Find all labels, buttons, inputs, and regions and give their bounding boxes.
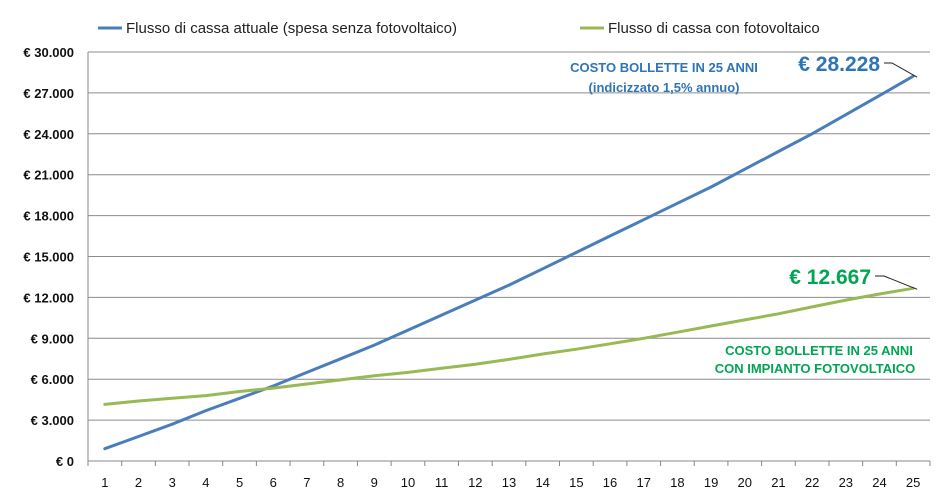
y-tick-label: € 30.000	[23, 45, 74, 60]
series-line-1	[103, 286, 915, 406]
x-tick-label: 25	[906, 475, 920, 490]
y-tick-label: € 0	[56, 454, 74, 469]
green-total-value: € 12.667	[789, 266, 871, 289]
series-line-0	[103, 74, 915, 451]
green-annotation-subtitle: CON IMPIANTO FOTOVOLTAICO	[715, 361, 916, 376]
x-tick-label: 19	[704, 475, 718, 490]
x-tick-label: 5	[236, 475, 243, 490]
x-tick-label: 12	[468, 475, 482, 490]
x-tick-label: 17	[636, 475, 650, 490]
series-layer	[103, 74, 915, 451]
y-tick-label: € 21.000	[23, 168, 74, 183]
grid-layer	[88, 51, 930, 462]
y-tick-label: € 3.000	[31, 413, 74, 428]
x-tick-label: 4	[202, 475, 209, 490]
x-tick-label: 7	[303, 475, 310, 490]
y-tick-label: € 6.000	[31, 372, 74, 387]
blue-annotation-subtitle: (indicizzato 1,5% annuo)	[589, 80, 740, 95]
x-tick-label: 3	[169, 475, 176, 490]
blue-total-value: € 28.228	[798, 53, 880, 76]
x-tick-label: 14	[535, 475, 549, 490]
x-tick-label: 13	[502, 475, 516, 490]
axis-layer: € 0 € 3.000 € 6.000 € 9.000 € 12.000 € 15.000…	[23, 45, 931, 490]
legend: Flusso di cassa attuale (spesa senza fot…	[98, 20, 820, 37]
x-tick-label: 18	[670, 475, 684, 490]
x-tick-label: 6	[270, 475, 277, 490]
y-tick-label: € 12.000	[23, 290, 74, 305]
y-tick-label: € 15.000	[23, 250, 74, 265]
x-tick-label: 22	[805, 475, 819, 490]
blue-leader-line	[884, 62, 918, 78]
y-tick-label: € 24.000	[23, 127, 74, 142]
annotations: COSTO BOLLETTE IN 25 ANNI (indicizzato 1,…	[570, 53, 918, 376]
x-tick-label: 8	[337, 475, 344, 490]
legend-label: Flusso di cassa attuale (spesa senza fot…	[126, 20, 457, 37]
x-tick-label: 16	[603, 475, 617, 490]
x-tick-label: 15	[569, 475, 583, 490]
blue-annotation-title: COSTO BOLLETTE IN 25 ANNI	[570, 60, 758, 75]
y-tick-label: € 9.000	[31, 331, 74, 346]
legend-label: Flusso di cassa con fotovoltaico	[608, 20, 820, 37]
x-tick-label: 20	[738, 475, 752, 490]
x-tick-label: 10	[401, 475, 415, 490]
green-annotation-title: COSTO BOLLETTE IN 25 ANNI	[725, 343, 913, 358]
x-tick-label: 9	[371, 475, 378, 490]
green-leader-line	[875, 275, 918, 290]
x-tick-label: 21	[771, 475, 785, 490]
x-tick-label: 23	[839, 475, 853, 490]
x-tick-label: 11	[435, 475, 449, 490]
x-tick-label: 1	[101, 475, 108, 490]
y-tick-label: € 27.000	[23, 86, 74, 101]
x-tick-label: 2	[135, 475, 142, 490]
x-tick-label: 24	[872, 475, 886, 490]
y-tick-label: € 18.000	[23, 209, 74, 224]
